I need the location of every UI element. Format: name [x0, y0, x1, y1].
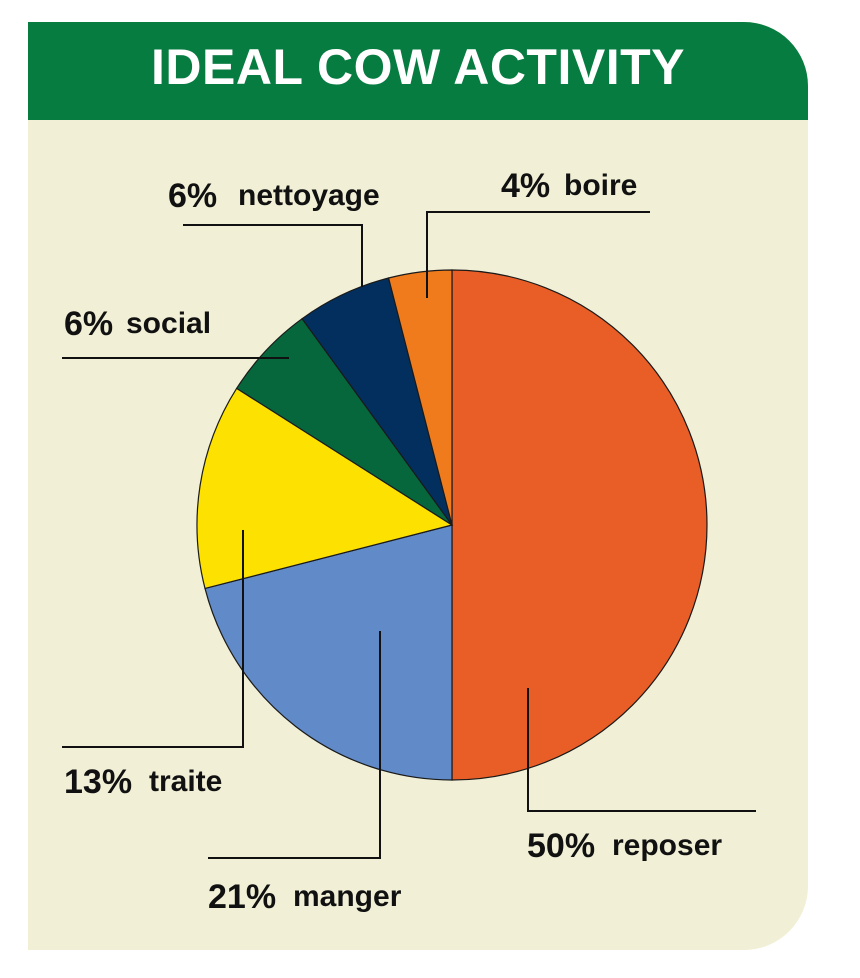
leader-line-reposer [527, 688, 756, 812]
slice-percent-manger: 21% [208, 878, 276, 916]
pie-slice-reposer [451, 269, 708, 781]
chart-title: IDEAL COW ACTIVITY [151, 39, 685, 95]
slice-label-nettoyage: nettoyage [238, 179, 380, 212]
leader-line-boire [426, 211, 650, 298]
slice-label-boire: boire [564, 169, 637, 202]
slice-label-social: social [126, 307, 211, 340]
slice-label-reposer: reposer [612, 829, 722, 862]
leader-line-nettoyage [183, 224, 363, 287]
slice-percent-nettoyage: 6% [168, 177, 217, 215]
title-banner: IDEAL COW ACTIVITY [28, 22, 808, 120]
slice-percent-boire: 4% [501, 167, 550, 205]
slice-percent-social: 6% [64, 305, 113, 343]
slice-percent-traite: 13% [64, 763, 132, 801]
leader-line-traite [62, 530, 244, 748]
pie-slice-manger [204, 524, 453, 781]
pie-slice-boire [387, 269, 453, 526]
slice-percent-reposer: 50% [527, 827, 595, 865]
slice-label-manger: manger [293, 880, 402, 913]
slice-label-traite: traite [149, 765, 222, 798]
leader-line-manger [208, 631, 381, 859]
pie-slice-traite [196, 387, 454, 590]
